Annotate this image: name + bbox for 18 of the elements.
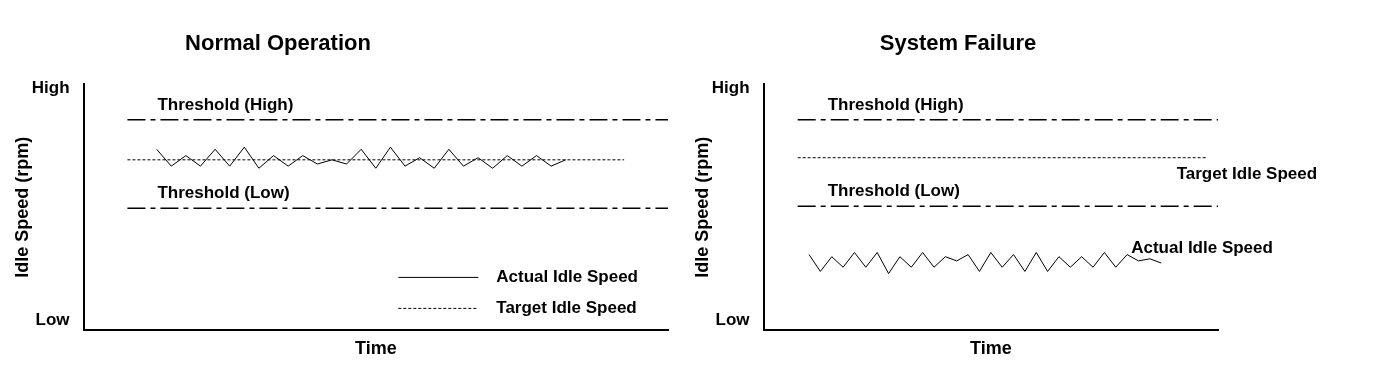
text: Low	[715, 309, 751, 329]
text: High	[31, 78, 70, 98]
legend-label: Target Idle Speed	[496, 298, 637, 318]
x-axis-title: Time	[354, 338, 397, 359]
legend-label: Actual Idle Speed	[496, 267, 638, 287]
y-axis-title: Idle Speed (rpm)	[11, 136, 32, 278]
series-label: Threshold (High)	[157, 94, 294, 114]
text: Low	[35, 309, 71, 329]
series-label: Actual Idle Speed	[1131, 238, 1273, 258]
series-label: Threshold (Low)	[827, 181, 960, 201]
series-label: Target Idle Speed	[1176, 163, 1318, 183]
text: High	[711, 78, 750, 98]
x-axis-title: Time	[969, 338, 1012, 359]
chart-title: Normal Operation	[184, 30, 372, 56]
chart-title: System Failure	[878, 30, 1038, 56]
series-label: Threshold (Low)	[157, 183, 290, 203]
series-label: Threshold (High)	[827, 94, 964, 114]
y-axis-title: Idle Speed (rpm)	[691, 136, 712, 278]
